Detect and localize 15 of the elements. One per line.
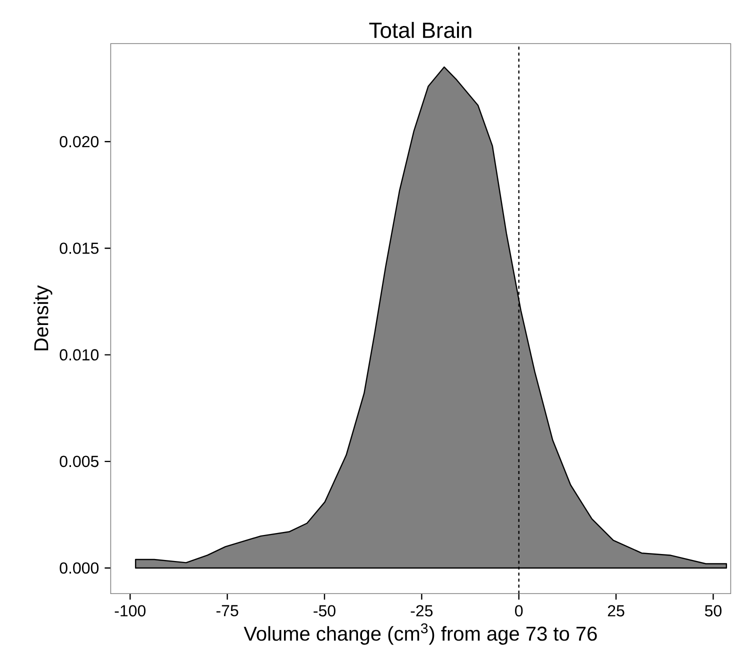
x-tick-label: 0 xyxy=(515,605,523,616)
y-tick-label: 0.020 xyxy=(60,136,99,148)
x-tick-label: 25 xyxy=(608,605,624,616)
y-tick-label: 0.010 xyxy=(60,349,99,360)
y-axis-title: Density xyxy=(34,285,52,350)
x-tick-label: -25 xyxy=(410,605,433,616)
y-tick-label: 0.000 xyxy=(60,562,99,574)
x-tick-label: 50 xyxy=(704,605,722,616)
x-tick-label: -75 xyxy=(216,605,238,616)
x-tick-label: -100 xyxy=(114,605,146,616)
x-tick-label: -50 xyxy=(314,605,336,616)
y-tick-label: 0.015 xyxy=(60,242,98,254)
y-tick-label: 0.005 xyxy=(60,456,98,468)
x-axis-title: Volume change (cm$^{3}$) from age 73 to 76 xyxy=(244,623,597,645)
chart-title: Total Brain xyxy=(369,22,472,38)
